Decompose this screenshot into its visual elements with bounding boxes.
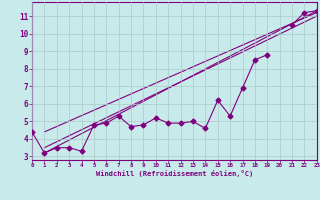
X-axis label: Windchill (Refroidissement éolien,°C): Windchill (Refroidissement éolien,°C): [96, 170, 253, 177]
